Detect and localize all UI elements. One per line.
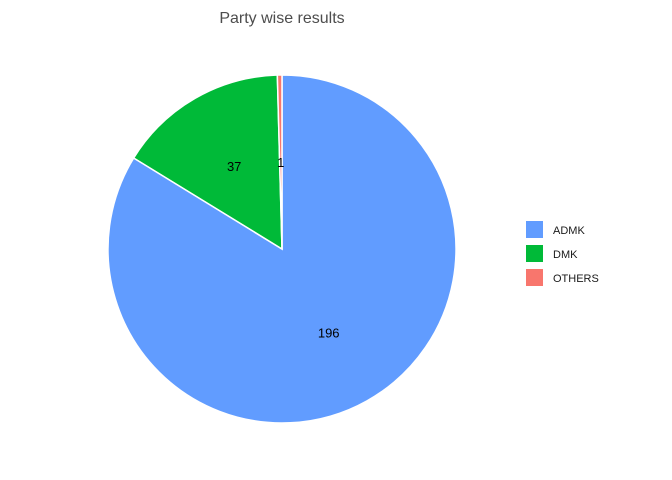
pie-slice-others <box>276 74 283 250</box>
legend: ADMK DMK OTHERS <box>526 221 599 286</box>
legend-key-dmk <box>526 245 543 262</box>
legend-label-admk: ADMK <box>553 225 585 237</box>
legend-label-others: OTHERS <box>553 273 599 285</box>
slice-labels: 196 37 1 <box>227 155 340 341</box>
slice-value-dmk: 37 <box>227 159 241 174</box>
chart-title: Party wise results <box>219 10 344 27</box>
legend-label-dmk: DMK <box>553 249 578 261</box>
slice-value-others: 1 <box>277 155 284 170</box>
legend-key-admk <box>526 221 543 238</box>
legend-key-others <box>526 269 543 286</box>
slice-value-admk: 196 <box>318 326 340 341</box>
pie-slices <box>107 74 457 424</box>
pie-slice-dmk <box>132 74 283 251</box>
